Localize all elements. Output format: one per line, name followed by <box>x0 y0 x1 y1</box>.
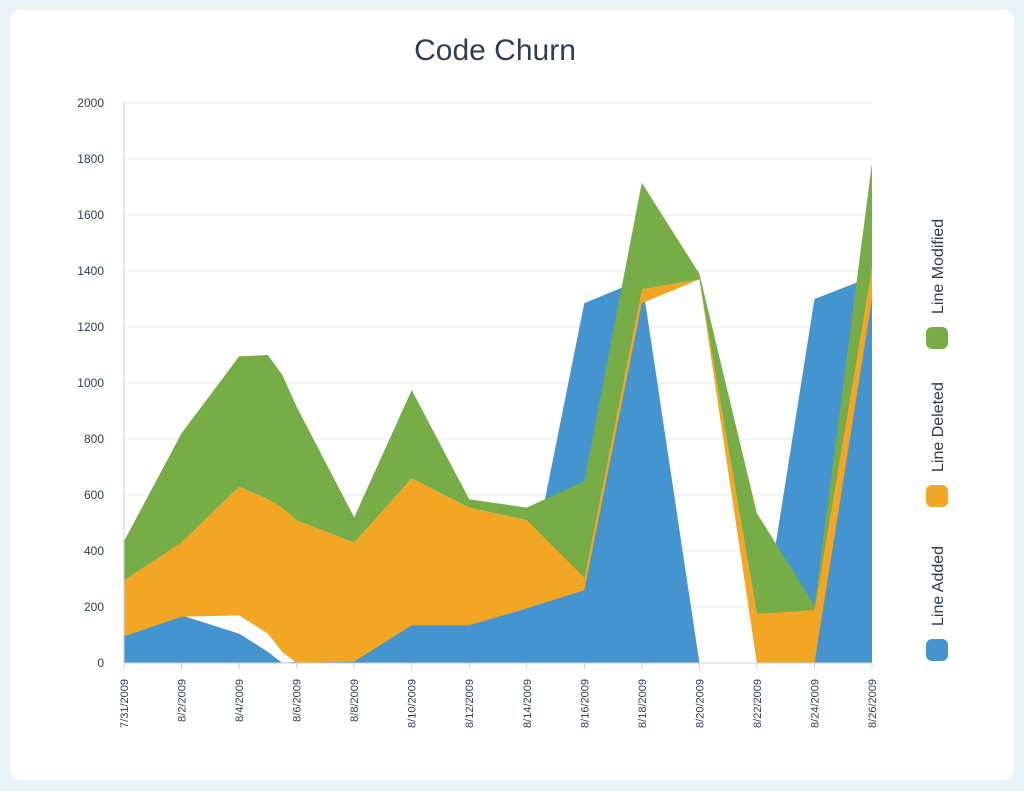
x-tick-label: 8/8/2009 <box>349 679 361 722</box>
legend-item-line-modified: Line Modified <box>926 219 948 349</box>
x-tick-label: 8/6/2009 <box>292 679 304 722</box>
x-tick-label: 8/20/2009 <box>694 679 706 728</box>
x-tick-label: 8/22/2009 <box>752 679 764 728</box>
axes <box>123 103 872 664</box>
y-tick-label: 200 <box>84 600 104 614</box>
y-tick-label: 1200 <box>77 320 104 334</box>
y-tick-label: 2000 <box>77 96 104 110</box>
legend-label: Line Modified <box>930 219 947 314</box>
legend-label: Line Deleted <box>930 382 947 472</box>
legend-label: Line Added <box>930 546 947 626</box>
series-area-line-deleted <box>124 266 872 663</box>
y-tick-label: 0 <box>97 656 104 670</box>
legend-item-line-deleted: Line Deleted <box>926 382 948 507</box>
legend-swatch <box>926 485 948 507</box>
y-tick-label: 1400 <box>77 264 104 278</box>
series-area-line-modified <box>124 163 872 614</box>
x-tick-label: 8/18/2009 <box>637 679 649 728</box>
legend: Line Added Line Deleted Line Modified <box>926 219 948 661</box>
y-tick-label: 600 <box>84 488 104 502</box>
y-tick-label: 1800 <box>77 152 104 166</box>
x-tick-label: 8/16/2009 <box>579 679 591 728</box>
legend-item-line-added: Line Added <box>926 546 948 661</box>
y-tick-label: 1000 <box>77 376 104 390</box>
x-tick-label: 8/24/2009 <box>809 679 821 728</box>
legend-swatch <box>926 639 948 661</box>
y-tick-label: 400 <box>84 544 104 558</box>
x-tick-label: 7/31/2009 <box>119 679 131 728</box>
x-tick-label: 8/14/2009 <box>522 679 534 728</box>
x-axis-ticks: 7/31/2009 8/2/2009 8/4/2009 8/6/2009 8/8/200… <box>119 663 879 728</box>
x-tick-label: 8/4/2009 <box>234 679 246 722</box>
x-tick-label: 8/10/2009 <box>407 679 419 728</box>
y-axis-ticks: 0 200 400 600 800 1000 1200 1400 1600 1800 2000 <box>77 96 104 670</box>
x-tick-label: 8/2/2009 <box>177 679 189 722</box>
y-tick-label: 1600 <box>77 208 104 222</box>
x-tick-label: 8/12/2009 <box>464 679 476 728</box>
chart-title: Code Churn <box>414 34 576 67</box>
y-tick-label: 800 <box>84 432 104 446</box>
series-areas <box>124 163 872 663</box>
legend-swatch <box>926 327 948 349</box>
x-tick-label: 8/26/2009 <box>867 679 879 728</box>
